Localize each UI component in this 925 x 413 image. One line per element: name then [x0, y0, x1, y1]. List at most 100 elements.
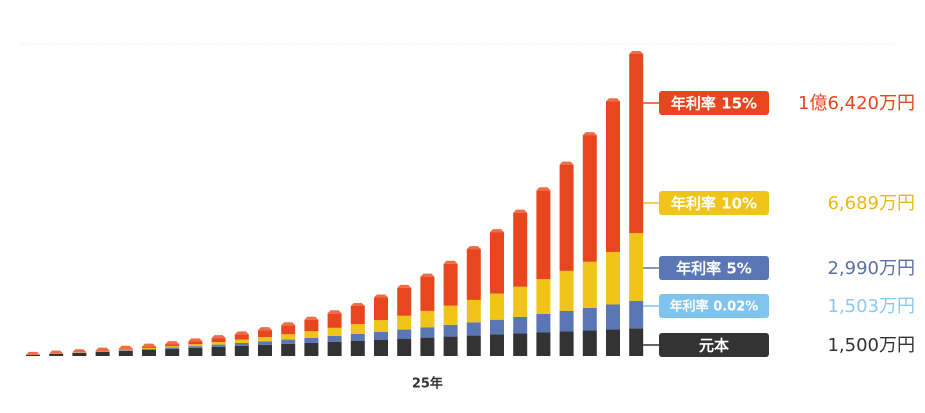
bar-segment: [281, 343, 296, 356]
bar-segment: [165, 348, 180, 356]
bar-segment: [165, 346, 180, 348]
bar-segment: [350, 305, 365, 325]
bar-segment: [629, 232, 644, 302]
bar-segment: [559, 164, 574, 271]
bar-segment: [606, 304, 620, 330]
bar-segment: [559, 310, 574, 332]
bar-cap: [513, 209, 528, 213]
legend-label: 年利率 15%: [671, 95, 757, 113]
bar-segment: [188, 346, 203, 348]
bar-segment: [606, 101, 620, 252]
bar-segment: [490, 293, 504, 320]
bar-segment: [350, 324, 365, 334]
bar-segment: [118, 348, 133, 350]
bar-segment: [258, 337, 272, 342]
bar-segment: [374, 331, 388, 340]
bar-segment: [420, 327, 435, 338]
bar-segment: [165, 344, 180, 347]
bar-cap: [536, 187, 551, 191]
legend-pill: [659, 333, 769, 357]
bar-segment: [188, 344, 203, 347]
bar-segment: [234, 334, 249, 340]
bar-cap: [606, 98, 620, 102]
bar-cap: [629, 51, 644, 54]
bar-segment: [258, 344, 272, 356]
bar-segment: [211, 338, 226, 343]
bar-segment: [466, 299, 481, 323]
bar-segment: [536, 279, 551, 315]
bar-cap: [327, 310, 342, 314]
bar-cap: [165, 341, 180, 345]
bar-segment: [629, 328, 644, 356]
bar-cap: [95, 347, 110, 351]
bar-segment: [466, 322, 481, 336]
bar-segment: [559, 331, 574, 356]
bar-segment: [234, 339, 249, 343]
bar-cap: [188, 338, 203, 342]
bar-segment: [397, 287, 412, 316]
bar-cap: [420, 273, 435, 277]
bar-cap: [374, 294, 388, 298]
bar-segment: [142, 347, 156, 349]
bar-segment: [513, 286, 528, 317]
bar-segment: [466, 249, 481, 300]
bar-segment: [374, 297, 388, 321]
bar-cap: [258, 327, 272, 331]
bar-cap: [49, 350, 64, 354]
bar-segment: [26, 354, 40, 356]
bar-segment: [582, 135, 597, 262]
bar-segment: [211, 346, 226, 356]
bar-segment: [629, 54, 644, 233]
bar-segment: [513, 316, 528, 334]
legend-label: 年利率 0.02%: [670, 299, 759, 315]
bar-cap: [26, 351, 40, 355]
bar-segment: [142, 348, 156, 350]
bar-segment: [443, 263, 458, 306]
bar-cap: [466, 246, 481, 250]
bar-segment: [304, 342, 319, 356]
bar-segment: [420, 310, 435, 328]
bar-segment: [374, 339, 388, 356]
bar-segment: [304, 337, 319, 343]
bar-cap: [350, 302, 365, 306]
bar-segment: [606, 329, 620, 356]
bar-segment: [281, 325, 296, 335]
bar-cap: [443, 260, 458, 264]
x-tick-label: 25年: [412, 376, 443, 392]
legend-pill: [659, 91, 769, 115]
bar-segment: [327, 335, 342, 342]
bar-segment: [188, 347, 203, 356]
bar-cap: [582, 132, 597, 136]
bar-segment: [327, 313, 342, 328]
bar-segment: [536, 314, 551, 333]
bar-segment: [443, 336, 458, 356]
bar-cap: [397, 284, 412, 288]
bar-segment: [374, 320, 388, 332]
total-label: 1,500万円: [827, 335, 915, 356]
legend-pill: [659, 256, 769, 280]
bar-segment: [629, 301, 644, 329]
bar-cap: [281, 322, 296, 326]
bar-segment: [443, 305, 458, 325]
bar-segment: [95, 351, 110, 356]
bar-segment: [211, 342, 226, 345]
bar-segment: [397, 329, 412, 339]
bar-segment: [327, 341, 342, 356]
legend-label: 元本: [699, 337, 729, 355]
legend-label: 年利率 5%: [676, 260, 752, 278]
legend-label: 年利率 10%: [671, 195, 757, 213]
bar-segment: [234, 345, 249, 356]
bar-segment: [582, 307, 597, 331]
bar-segment: [582, 261, 597, 308]
bar-segment: [490, 232, 504, 294]
bar-cap: [118, 345, 133, 349]
bar-segment: [490, 319, 504, 335]
bar-cap: [72, 349, 87, 353]
bar-segment: [281, 339, 296, 344]
bar-segment: [72, 352, 87, 356]
bar-segment: [536, 332, 551, 356]
bar-segment: [49, 353, 64, 356]
bar-segment: [350, 340, 365, 356]
bar-segment: [304, 319, 319, 332]
bar-segment: [397, 315, 412, 330]
